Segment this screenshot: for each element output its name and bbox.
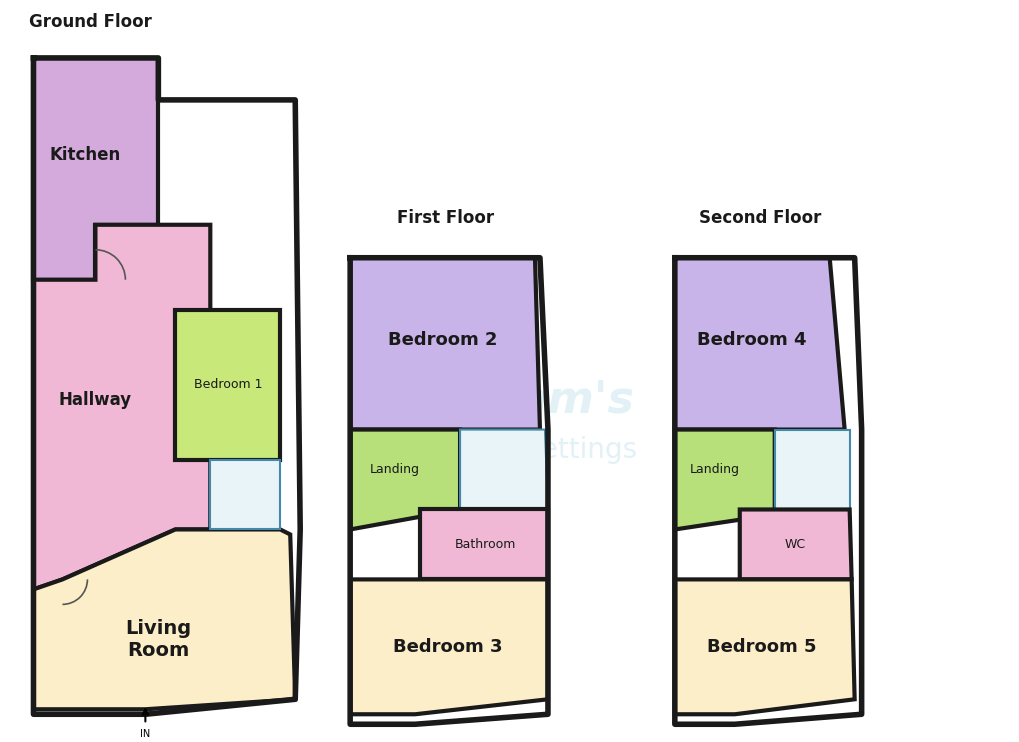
Text: Second Floor: Second Floor — [698, 209, 820, 227]
Polygon shape — [350, 580, 547, 715]
Text: Bedroom 2: Bedroom 2 — [388, 331, 497, 349]
Text: First Floor: First Floor — [396, 209, 493, 227]
Polygon shape — [739, 510, 851, 580]
Polygon shape — [460, 430, 547, 510]
Text: Bedroom 1: Bedroom 1 — [194, 378, 262, 391]
Text: Living
Room: Living Room — [125, 619, 192, 660]
Polygon shape — [675, 580, 854, 715]
Polygon shape — [675, 257, 844, 430]
Text: IN: IN — [140, 729, 151, 739]
Polygon shape — [350, 430, 460, 530]
Polygon shape — [34, 530, 294, 709]
Text: Bedroom 5: Bedroom 5 — [706, 638, 815, 657]
Polygon shape — [774, 430, 849, 510]
Text: Ground Floor: Ground Floor — [29, 13, 152, 31]
Text: Bedroom 4: Bedroom 4 — [696, 331, 806, 349]
Polygon shape — [34, 58, 158, 280]
Polygon shape — [350, 257, 539, 430]
Text: Sales and Lettings: Sales and Lettings — [382, 436, 637, 464]
Text: WC: WC — [784, 538, 804, 551]
Text: Tristram's: Tristram's — [385, 378, 634, 421]
Polygon shape — [675, 430, 774, 530]
Polygon shape — [34, 225, 210, 589]
Text: Kitchen: Kitchen — [50, 146, 121, 164]
Polygon shape — [175, 309, 280, 459]
Text: Landing: Landing — [689, 463, 739, 476]
Text: Bedroom 3: Bedroom 3 — [393, 638, 502, 657]
Text: Bathroom: Bathroom — [453, 538, 516, 551]
Polygon shape — [210, 459, 280, 530]
Text: Hallway: Hallway — [59, 390, 131, 409]
Polygon shape — [420, 510, 547, 580]
Text: Landing: Landing — [370, 463, 420, 476]
